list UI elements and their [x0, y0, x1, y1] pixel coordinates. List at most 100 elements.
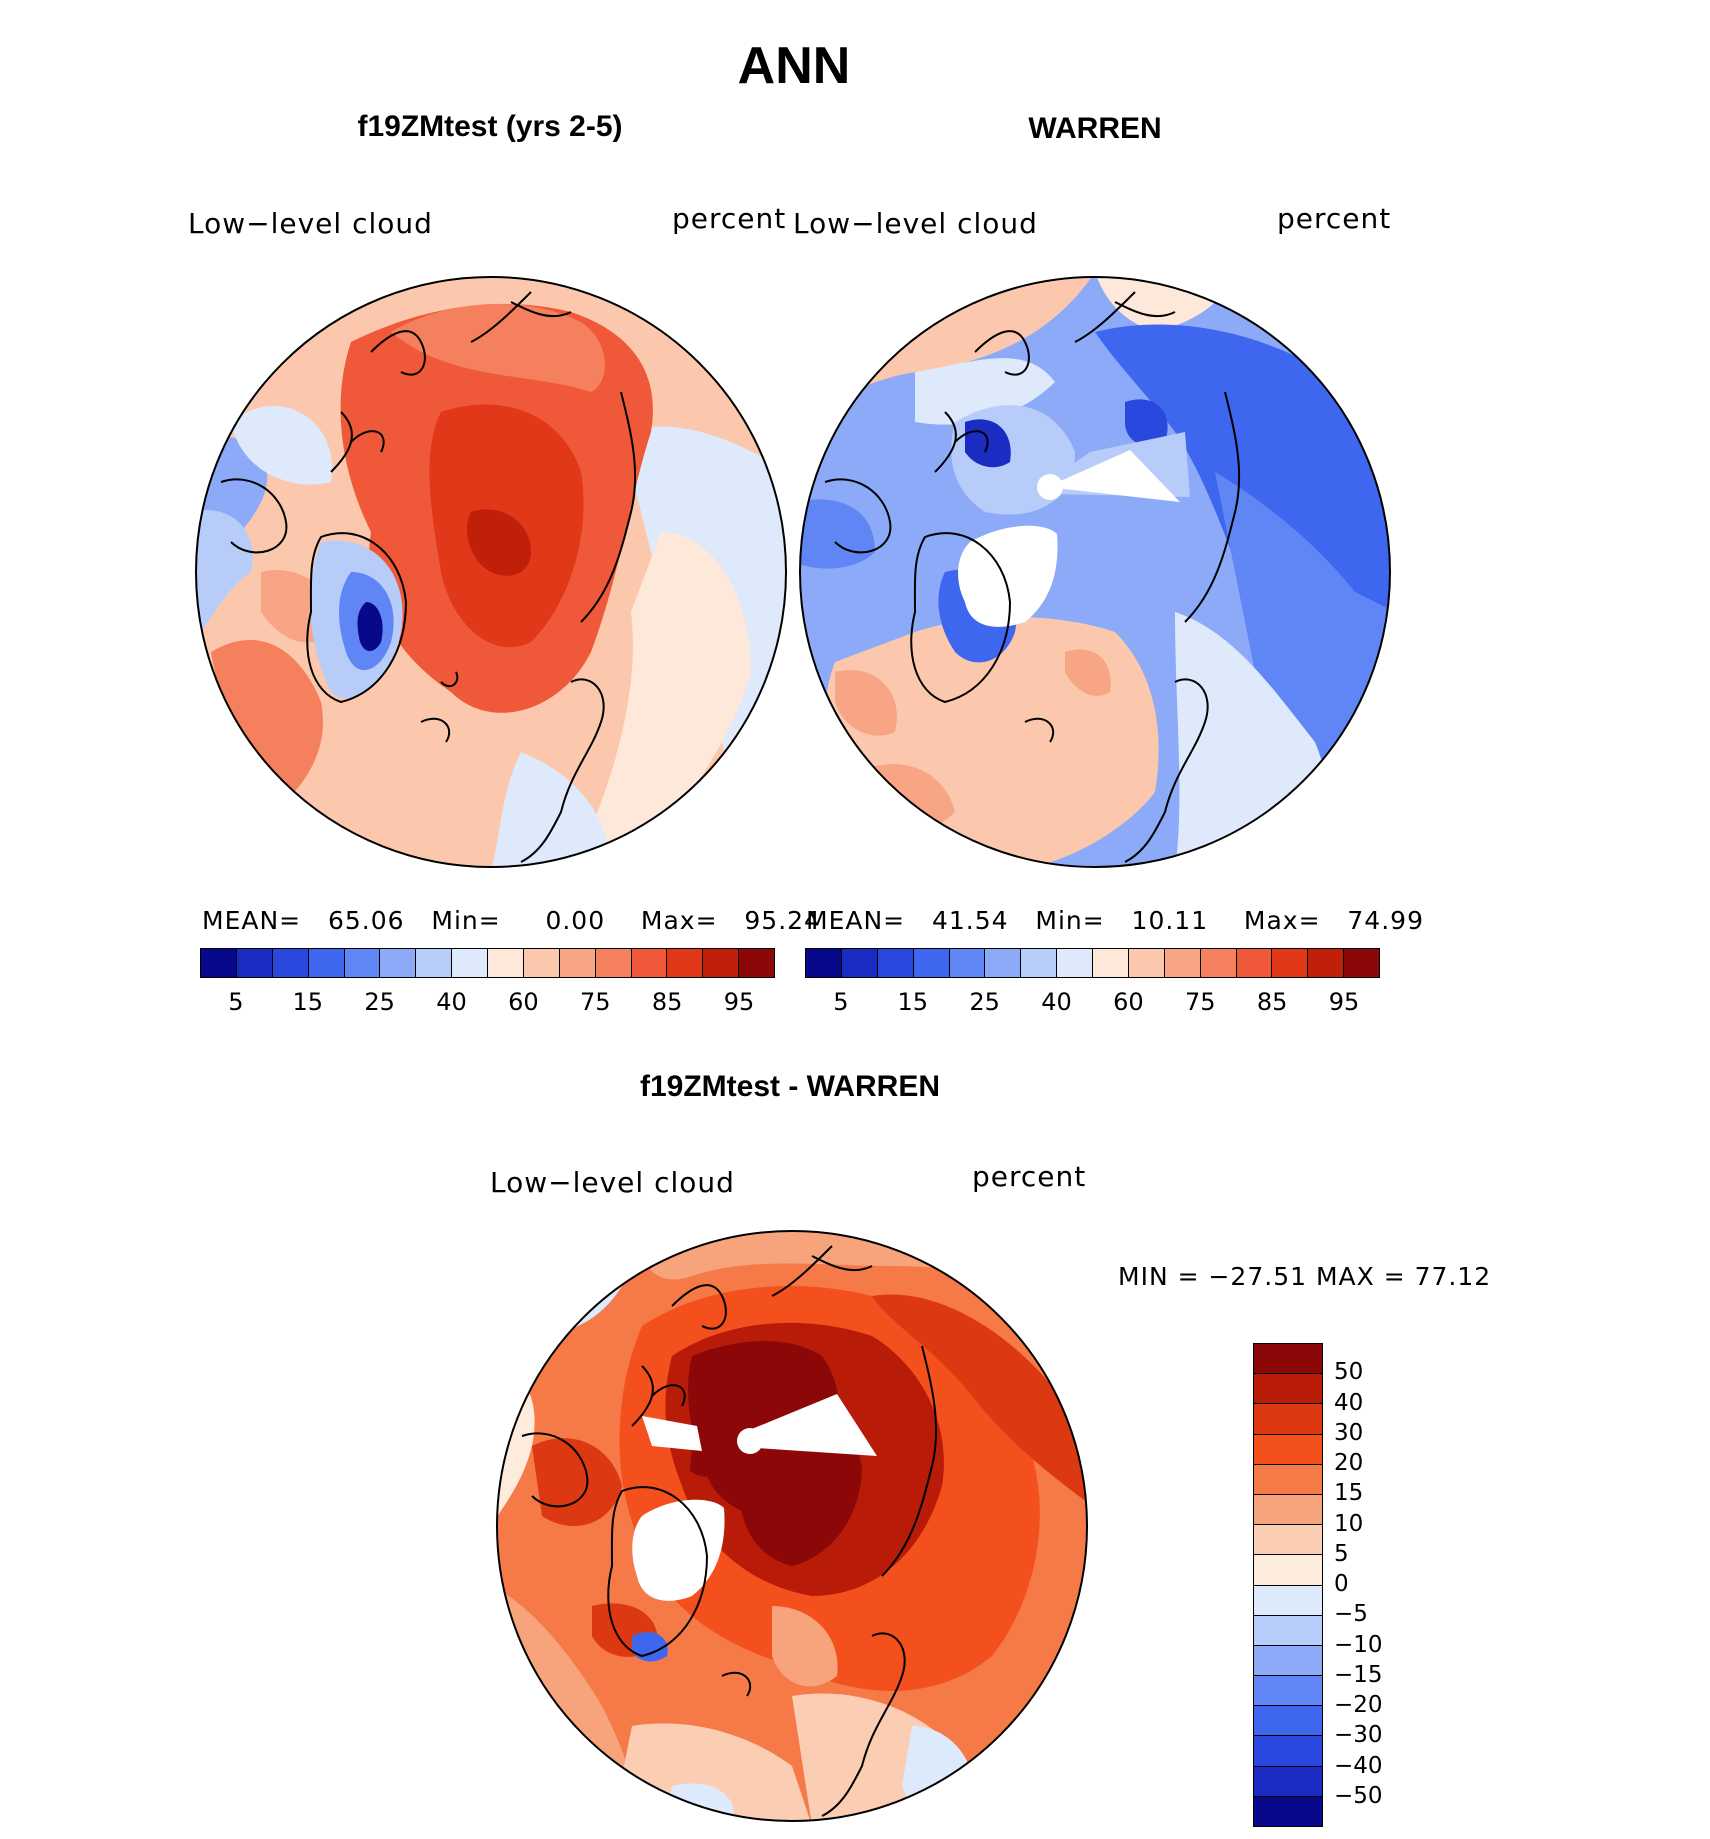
colorbar-swatch	[272, 949, 309, 977]
colorbar-swatch	[236, 949, 273, 977]
colorbar-tick-label: 40	[1334, 1389, 1364, 1416]
colorbar-swatch	[1308, 949, 1345, 977]
colorbar-tick-label: 85	[1256, 988, 1288, 1016]
colorbar-swatch	[1254, 1676, 1322, 1707]
colorbar-tick-label: 15	[897, 988, 929, 1016]
min-value: 10.11	[1131, 906, 1209, 935]
min-label: Min=	[431, 906, 501, 935]
panel-title-model: f19ZMtest (yrs 2-5)	[357, 110, 623, 143]
colorbar-swatch	[667, 949, 704, 977]
colorbar-tick-label: −20	[1334, 1692, 1383, 1718]
colorbar-swatch	[488, 949, 524, 977]
colorbar-swatch	[1254, 1615, 1322, 1646]
colorbar-swatch	[1344, 949, 1379, 977]
colorbar-swatch	[1254, 1645, 1322, 1677]
colorbar-swatch	[877, 949, 914, 977]
colorbar-swatch	[308, 949, 345, 977]
colorbar-swatch	[1254, 1585, 1322, 1616]
colorbar-tick-label: 95	[723, 988, 755, 1016]
colorbar-tick-label: 50	[1334, 1359, 1364, 1386]
min-label: Min=	[1035, 906, 1105, 935]
colorbar-tick-label: 60	[1113, 988, 1144, 1016]
colorbar-tick-label: −10	[1334, 1631, 1383, 1658]
colorbar-swatch	[1254, 1464, 1322, 1495]
colorbar-swatch	[595, 949, 632, 977]
colorbar-tick-label: 25	[969, 988, 1000, 1016]
colorbar-swatch	[1254, 1525, 1322, 1556]
colorbar-tick-label: 40	[436, 988, 467, 1016]
polar-map-model	[195, 276, 787, 868]
colorbar-model	[200, 948, 775, 978]
map-boundary	[195, 276, 787, 868]
colorbar-swatch	[806, 949, 842, 977]
colorbar-swatch	[1254, 1434, 1322, 1465]
max-label: Max=	[1243, 906, 1321, 935]
colorbar-swatch	[631, 949, 668, 977]
colorbar-swatch	[1021, 949, 1058, 977]
colorbar-swatch	[1254, 1555, 1322, 1586]
map-boundary	[799, 276, 1391, 868]
colorbar-tick-label: 30	[1334, 1419, 1364, 1446]
colorbar-swatch	[344, 949, 381, 977]
min-value: 0.00	[545, 906, 606, 935]
colorbar-tick-label: −5	[1334, 1601, 1368, 1628]
max-value: 74.99	[1347, 906, 1424, 935]
minmax-diff: MIN = −27.51 MAX = 77.12	[1118, 1262, 1492, 1291]
colorbar-swatch	[985, 949, 1022, 977]
max-label: Max=	[640, 906, 718, 935]
polar-map-obs	[799, 276, 1391, 868]
colorbar-swatch	[1272, 949, 1309, 977]
stats-obs: MEAN= 41.54 Min= 10.11 Max= 74.99	[806, 906, 1424, 935]
variable-label-model: Low−level cloud	[188, 207, 433, 240]
colorbar-swatch	[1093, 949, 1129, 977]
colorbar-tick-label: 75	[1185, 988, 1216, 1016]
colorbar-tick-label: −15	[1334, 1661, 1383, 1688]
colorbar-tick-label: 95	[1328, 988, 1360, 1016]
colorbar-tick-label: −50	[1334, 1782, 1383, 1809]
mean-value: 65.06	[327, 906, 405, 935]
colorbar-obs	[805, 948, 1380, 978]
units-label-obs: percent	[1277, 202, 1392, 235]
colorbar-swatch	[739, 949, 774, 977]
colorbar-swatch	[1128, 949, 1165, 977]
colorbar-swatch	[1254, 1706, 1322, 1737]
colorbar-tick-label: 5	[833, 988, 849, 1016]
colorbar-tick-label: −30	[1334, 1722, 1383, 1749]
mean-value: 41.54	[931, 906, 1009, 935]
units-label-diff: percent	[972, 1160, 1087, 1193]
colorbar-swatch	[1254, 1796, 1322, 1826]
colorbar-tick-label: 15	[1334, 1480, 1364, 1507]
units-label-model: percent	[672, 202, 787, 235]
colorbar-swatch	[949, 949, 986, 977]
stats-model: MEAN= 65.06 Min= 0.00 Max= 95.24	[202, 906, 821, 935]
colorbar-swatch	[1254, 1766, 1322, 1797]
colorbar-swatch	[1254, 1404, 1322, 1435]
colorbar-swatch	[559, 949, 596, 977]
colorbar-diff	[1253, 1343, 1323, 1827]
colorbar-tick-label: 15	[292, 988, 324, 1016]
colorbar-tick-label: 5	[1334, 1540, 1349, 1567]
colorbar-swatch	[1236, 949, 1273, 977]
colorbar-swatch	[380, 949, 417, 977]
colorbar-swatch	[1254, 1736, 1322, 1767]
map-boundary	[496, 1230, 1088, 1822]
colorbar-swatch	[1254, 1374, 1322, 1405]
colorbar-swatch	[523, 949, 560, 977]
colorbar-tick-label: 75	[580, 988, 611, 1016]
colorbar-swatch	[452, 949, 488, 977]
colorbar-tick-label: −40	[1334, 1752, 1383, 1779]
colorbar-tick-label: 20	[1334, 1450, 1364, 1476]
colorbar-tick-label: 0	[1334, 1571, 1349, 1597]
colorbar-swatch	[1254, 1494, 1322, 1526]
colorbar-tick-label: 5	[228, 988, 244, 1016]
colorbar-swatch	[416, 949, 453, 977]
colorbar-swatch	[201, 949, 237, 977]
colorbar-swatch	[1057, 949, 1093, 977]
panel-title-obs: WARREN	[1028, 112, 1162, 145]
polar-map-diff	[496, 1230, 1088, 1822]
colorbar-swatch	[1164, 949, 1201, 977]
colorbar-swatch	[841, 949, 878, 977]
mean-label: MEAN=	[806, 906, 906, 935]
max-value: 95.24	[744, 906, 821, 935]
colorbar-tick-label: 10	[1334, 1510, 1364, 1537]
